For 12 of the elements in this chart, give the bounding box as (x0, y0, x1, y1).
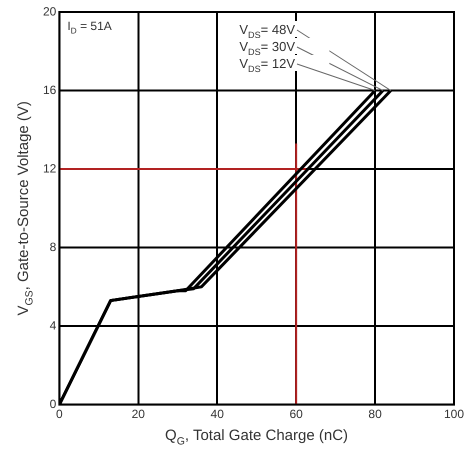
x-tick-label: 100 (444, 407, 464, 422)
y-tick-label: 4 (50, 318, 57, 332)
y-tick-label: 12 (42, 161, 57, 176)
x-tick-label: 80 (368, 407, 382, 422)
y-tick-label: 20 (42, 4, 57, 18)
x-tick-label: 20 (132, 407, 146, 422)
y-tick-label: 8 (50, 240, 57, 254)
x-tick-label: 40 (210, 407, 224, 422)
y-tick-label: 0 (50, 396, 57, 411)
y-axis-title: VGS, Gate-to-Source Voltage (V) (15, 101, 36, 316)
x-tick-label: 60 (289, 407, 304, 422)
y-tick-label: 16 (42, 82, 57, 97)
